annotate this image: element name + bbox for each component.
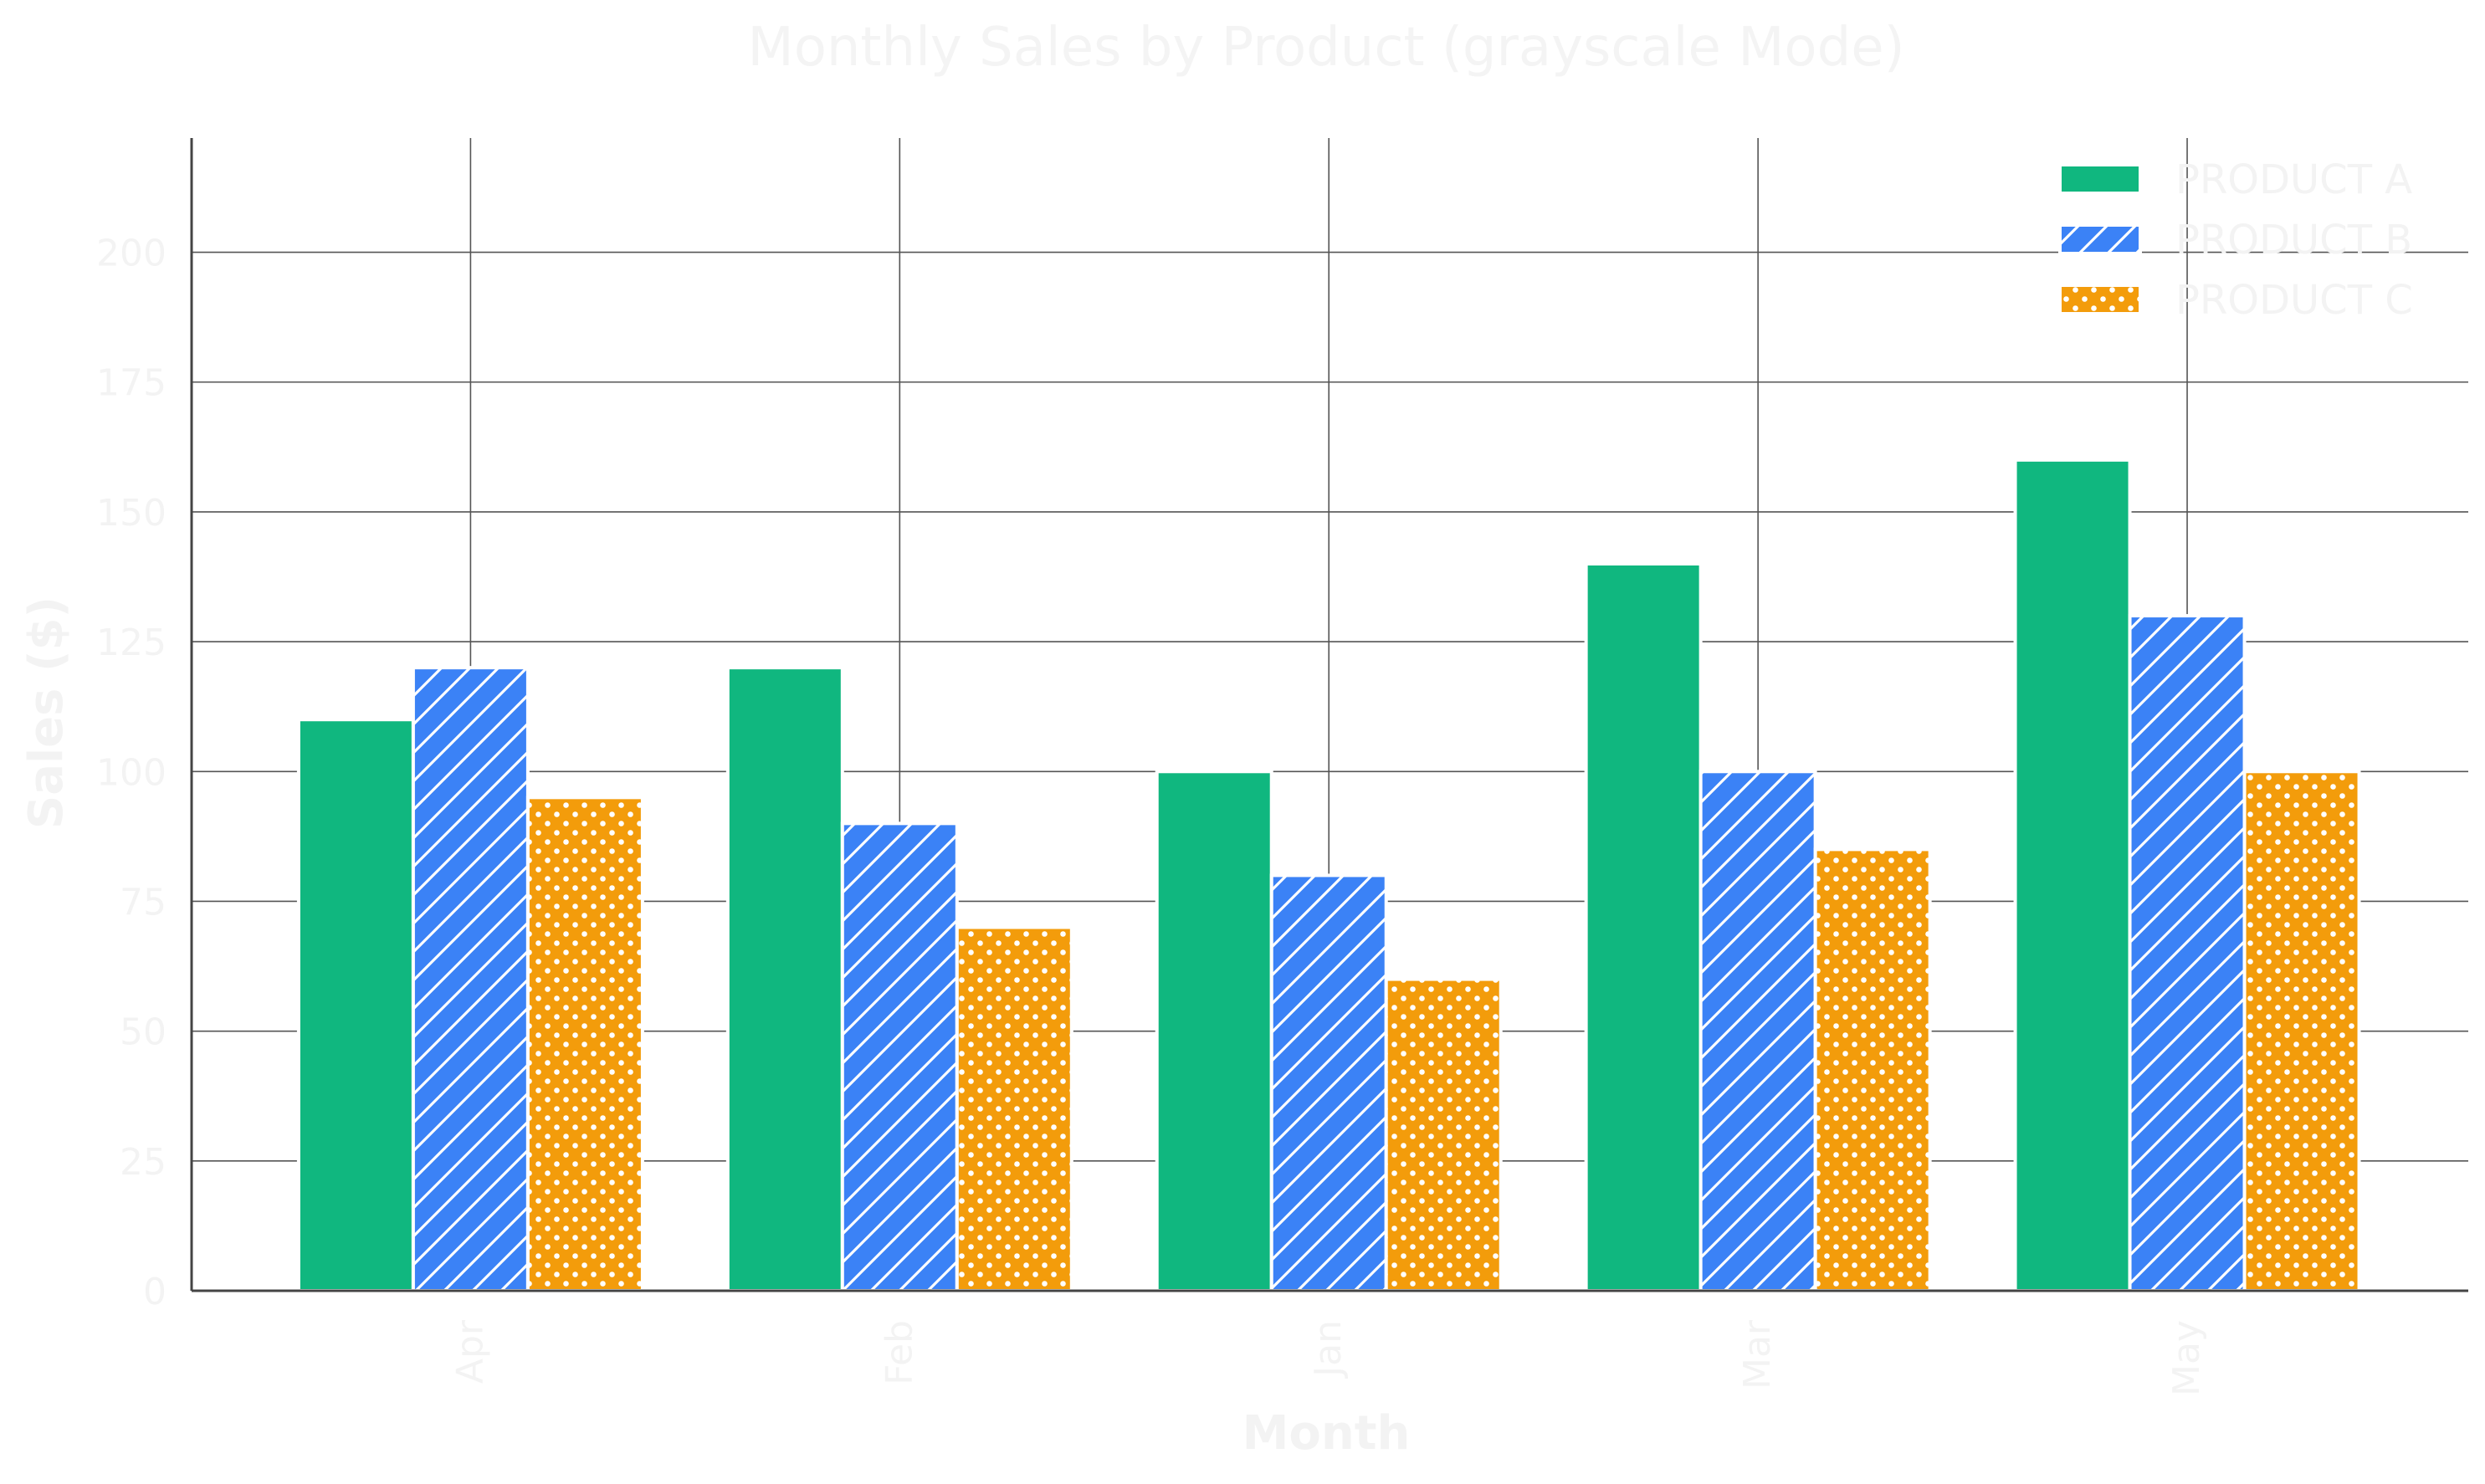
y-tick-label: 75 — [120, 881, 167, 924]
y-tick-label: 150 — [96, 492, 167, 535]
y-tick-label: 125 — [96, 622, 167, 664]
x-tick-label: Feb — [878, 1320, 920, 1385]
legend-swatch — [2058, 163, 2142, 195]
bar-product-c-mar — [1813, 847, 1932, 1292]
chart-title: Monthly Sales by Product (grayscale Mode… — [747, 17, 1904, 79]
x-tick-label: Mar — [1736, 1319, 1779, 1389]
legend-swatch — [2058, 223, 2142, 255]
y-tick-label: 25 — [120, 1141, 167, 1184]
y-tick-label: 200 — [96, 233, 167, 275]
bar-product-c-apr — [525, 796, 644, 1292]
legend-label: PRODUCT C — [2175, 277, 2413, 324]
axes — [190, 138, 2468, 1292]
bars — [296, 458, 2361, 1293]
y-tick-label: 175 — [96, 362, 167, 405]
y-tick-label: 100 — [96, 751, 167, 794]
legend-label: PRODUCT B — [2175, 217, 2412, 264]
bar-product-a-feb — [725, 666, 844, 1292]
bar-product-c-may — [2242, 770, 2361, 1292]
tick-labels: 0 25 50 75 100 125 150 175 200 Apr Feb Jan Mar May — [96, 233, 2208, 1396]
bar-product-c-feb — [955, 925, 1073, 1292]
legend: PRODUCT A PRODUCT B PRODUCT C — [2058, 156, 2413, 324]
legend-label: PRODUCT A — [2175, 156, 2412, 203]
x-tick-label: May — [2165, 1320, 2208, 1396]
bar-product-a-mar — [1584, 561, 1703, 1292]
bar-product-b-feb — [840, 821, 959, 1292]
bar-product-a-apr — [296, 718, 415, 1292]
bar-product-a-may — [2013, 458, 2132, 1292]
x-tick-label: Apr — [448, 1319, 491, 1384]
y-tick-label: 0 — [143, 1271, 167, 1313]
y-tick-label: 50 — [120, 1011, 167, 1054]
x-tick-label: Jan — [1307, 1320, 1350, 1379]
x-axis-title: Month — [1242, 1406, 1411, 1461]
legend-swatch — [2058, 284, 2142, 315]
bar-product-a-jan — [1155, 770, 1273, 1292]
bar-product-b-may — [2128, 614, 2247, 1292]
bar-product-b-mar — [1699, 770, 1817, 1292]
bar-product-b-apr — [411, 666, 530, 1292]
y-axis-title: Sales ($) — [19, 596, 74, 829]
bar-product-c-jan — [1384, 977, 1503, 1293]
bar-product-b-jan — [1269, 873, 1388, 1293]
